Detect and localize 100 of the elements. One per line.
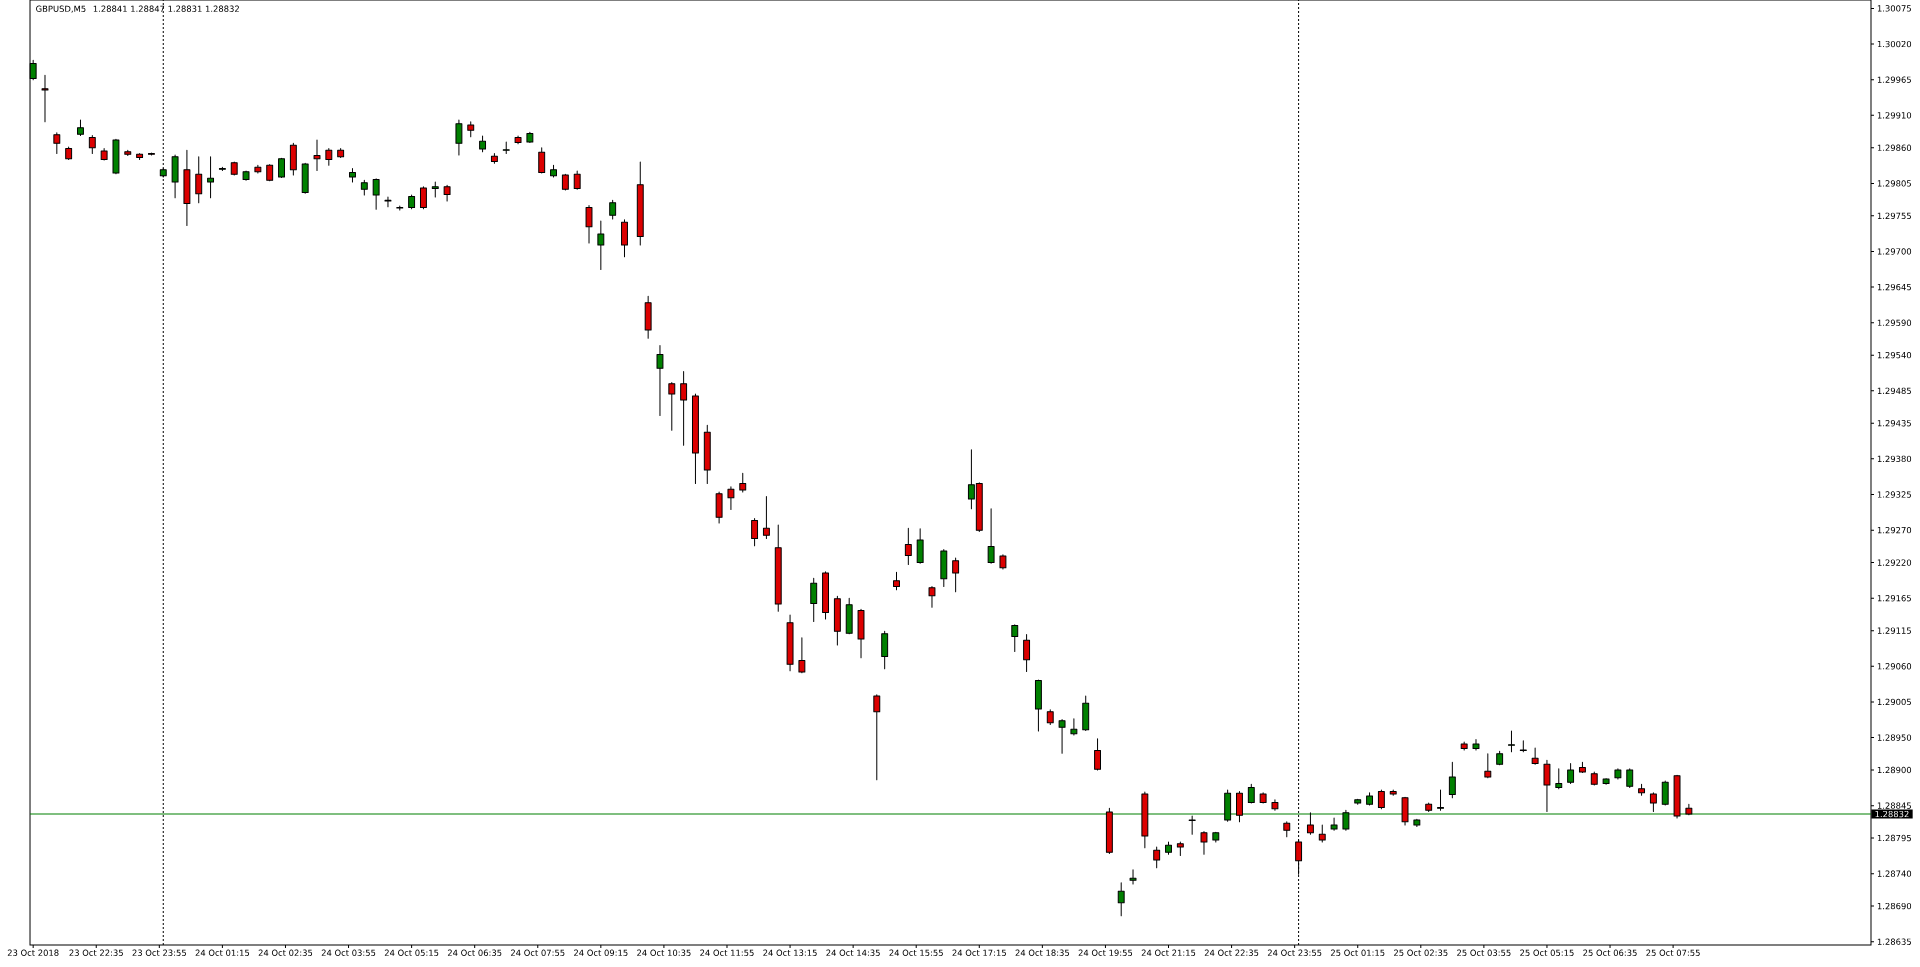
candlestick: [822, 571, 829, 620]
x-tick-label: 25 Oct 02:35: [1394, 949, 1448, 956]
y-tick-label: 1.29860: [1877, 144, 1912, 151]
candlestick: [1034, 679, 1042, 732]
candlestick: [254, 164, 262, 174]
candlestick: [1306, 812, 1314, 835]
y-tick-label: 1.28795: [1877, 834, 1911, 842]
candlestick: [585, 204, 593, 244]
x-tick-label: 23 Oct 2018: [7, 949, 59, 956]
candlestick: [609, 199, 617, 220]
x-tick-label: 24 Oct 23:55: [1267, 949, 1322, 956]
x-tick-label: 24 Oct 22:35: [1204, 949, 1259, 956]
candlestick: [810, 577, 818, 623]
candlestick: [1046, 709, 1054, 726]
y-tick-label: 1.29485: [1877, 387, 1911, 394]
candlestick: [1082, 695, 1090, 731]
candlestick: [1011, 624, 1019, 652]
candlestick: [65, 146, 73, 160]
candlestick: [1496, 750, 1504, 766]
candlestick: [621, 219, 628, 258]
candlestick: [1555, 768, 1563, 790]
candlestick: [873, 694, 881, 781]
x-tick-label: 24 Oct 11:55: [700, 949, 754, 956]
candlestick: [786, 614, 794, 672]
candlestick: [1153, 846, 1161, 869]
candlestick: [597, 220, 605, 271]
y-tick-label: 1.29645: [1877, 283, 1911, 291]
candlestick: [41, 74, 49, 123]
candlestick: [1649, 792, 1657, 812]
x-tick-label: 24 Oct 17:15: [952, 949, 1006, 956]
x-tick-label: 24 Oct 09:15: [574, 949, 628, 956]
x-tick-label: 24 Oct 13:15: [763, 949, 817, 956]
candlestick: [1271, 799, 1279, 811]
x-tick-label: 25 Oct 01:15: [1330, 949, 1385, 956]
candlestick: [1141, 791, 1149, 849]
candlestick: [301, 162, 309, 194]
candlestick: [266, 164, 274, 182]
y-tick-label: 1.28740: [1877, 870, 1912, 877]
candlestick: [479, 135, 487, 153]
candlestick: [1401, 796, 1409, 826]
candlestick: [1070, 718, 1078, 736]
candlestick: [1259, 792, 1267, 804]
candlestick: [218, 166, 226, 171]
candlestick: [419, 186, 427, 210]
candlestick: [1626, 768, 1634, 788]
candlestick: [1094, 738, 1102, 771]
candlestick: [372, 178, 380, 210]
candlestick: [1543, 759, 1551, 812]
candlestick: [289, 142, 297, 176]
candlestick: [455, 119, 463, 156]
candlestick: [1200, 831, 1208, 855]
candlestick: [857, 608, 865, 659]
y-tick-label: 1.28950: [1877, 734, 1912, 741]
candlestick: [1212, 831, 1220, 843]
candlestick: [656, 344, 664, 416]
y-tick-label: 1.28900: [1877, 766, 1912, 774]
candlestick: [136, 153, 144, 160]
candlestick: [1685, 803, 1693, 816]
candlestick: [881, 630, 889, 670]
candlestick: [490, 153, 498, 164]
candlestick: [1661, 780, 1669, 806]
candlestick: [1165, 841, 1172, 855]
y-tick-label: 1.29060: [1877, 663, 1912, 670]
x-tick-label: 23 Oct 22:35: [69, 949, 123, 956]
candlestick: [230, 161, 238, 176]
candlestick: [207, 156, 215, 199]
y-tick-label: 1.29165: [1877, 595, 1911, 602]
candlestick: [171, 154, 179, 199]
candlestick: [502, 141, 510, 155]
candlestick: [691, 393, 699, 485]
candlestick: [893, 571, 900, 591]
y-tick-label: 1.30075: [1877, 5, 1911, 12]
candlestick: [183, 149, 191, 227]
candlestick: [1448, 761, 1456, 799]
candlestick: [313, 139, 321, 171]
candlestick: [1508, 730, 1515, 753]
candlestick: [1129, 869, 1137, 885]
candlestick: [680, 370, 688, 446]
candlestick: [408, 194, 416, 210]
candlestick: [53, 132, 61, 155]
candlestick: [112, 138, 120, 175]
candlestick: [550, 164, 557, 178]
candlestick: [1377, 789, 1385, 810]
y-tick-label: 1.29325: [1877, 491, 1911, 498]
candlestick: [88, 134, 96, 155]
candlestick: [337, 147, 345, 158]
x-tick-label: 25 Oct 03:55: [1457, 949, 1511, 956]
x-tick-label: 24 Oct 02:35: [258, 949, 313, 956]
x-tick-label: 24 Oct 03:55: [321, 949, 376, 956]
candlestick: [703, 424, 711, 485]
candlestick: [467, 121, 475, 138]
candlestick: [1578, 761, 1586, 774]
x-tick-label: 25 Oct 07:55: [1646, 949, 1700, 956]
candlestick: [242, 170, 250, 181]
candlestick: [573, 170, 581, 190]
candlestick: [1590, 771, 1598, 786]
candlestick: [538, 147, 546, 174]
candlestick: [1484, 753, 1492, 779]
x-tick-label: 24 Oct 21:15: [1141, 949, 1196, 956]
x-tick-label: 25 Oct 05:15: [1520, 949, 1574, 956]
